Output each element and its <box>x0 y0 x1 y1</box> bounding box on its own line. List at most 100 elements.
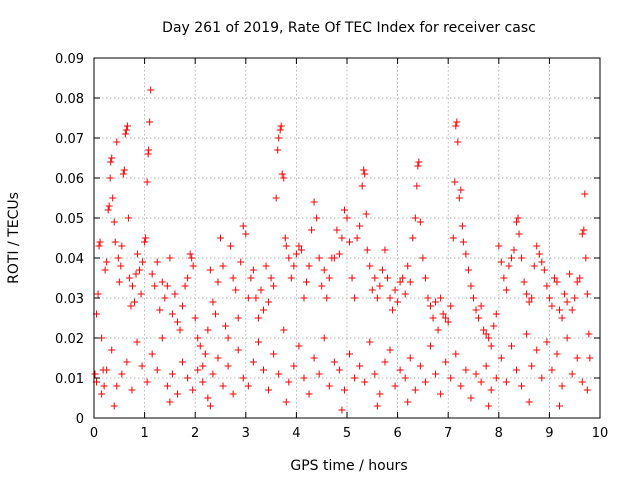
data-point <box>540 266 548 274</box>
data-point <box>201 350 209 358</box>
data-point <box>234 346 242 354</box>
data-point <box>118 370 126 378</box>
data-point <box>561 290 569 298</box>
data-point <box>127 302 135 310</box>
x-ticks: 0 1 2 3 4 5 6 7 8 9 10 <box>90 58 608 441</box>
data-point <box>429 314 437 322</box>
data-point <box>171 290 179 298</box>
data-point <box>421 274 429 282</box>
data-point <box>348 274 356 282</box>
data-point <box>477 302 485 310</box>
data-point <box>158 278 166 286</box>
data-point <box>194 366 202 374</box>
data-point <box>141 238 149 246</box>
data-point <box>100 382 108 390</box>
data-point <box>353 234 361 242</box>
data-point <box>462 366 470 374</box>
data-point <box>573 354 581 362</box>
data-point <box>224 334 232 342</box>
x-tick-label: 3 <box>242 426 250 441</box>
data-point <box>447 374 455 382</box>
data-point <box>578 378 586 386</box>
data-point <box>451 178 459 186</box>
data-point <box>265 386 273 394</box>
data-point <box>505 262 513 270</box>
data-point <box>453 118 461 126</box>
data-point <box>556 402 564 410</box>
data-point <box>360 166 368 174</box>
data-point <box>442 314 450 322</box>
data-point <box>401 374 409 382</box>
data-point <box>94 290 102 298</box>
data-point <box>115 278 123 286</box>
data-point <box>525 398 533 406</box>
data-point <box>158 334 166 342</box>
data-point <box>153 258 161 266</box>
data-point <box>439 310 447 318</box>
data-point <box>434 326 442 334</box>
data-point <box>204 394 212 402</box>
x-tick-label: 8 <box>495 426 503 441</box>
data-point <box>394 298 402 306</box>
data-point <box>556 306 564 314</box>
data-point <box>163 282 171 290</box>
data-point <box>404 262 412 270</box>
data-point <box>467 394 475 402</box>
data-point <box>475 314 483 322</box>
data-point <box>275 134 283 142</box>
data-point <box>122 126 130 134</box>
data-point <box>568 306 576 314</box>
data-point <box>485 402 493 410</box>
data-point <box>123 122 131 130</box>
x-tick-label: 4 <box>292 426 300 441</box>
data-point <box>325 382 333 390</box>
data-point <box>260 366 268 374</box>
data-point <box>495 242 503 250</box>
data-point <box>563 298 571 306</box>
data-point <box>282 242 290 250</box>
data-point <box>308 226 316 234</box>
data-point <box>492 374 500 382</box>
data-point <box>492 310 500 318</box>
data-point <box>523 330 531 338</box>
data-point <box>222 322 230 330</box>
data-point <box>109 194 117 202</box>
data-point <box>452 350 460 358</box>
data-point <box>333 226 341 234</box>
data-point <box>217 234 224 242</box>
data-point <box>237 258 245 266</box>
data-point <box>580 226 588 234</box>
data-point <box>295 342 303 350</box>
data-point <box>538 258 546 266</box>
data-point <box>361 378 369 386</box>
data-point <box>351 294 359 302</box>
data-point <box>411 214 419 222</box>
data-point <box>114 254 122 262</box>
data-point <box>487 342 495 350</box>
data-point <box>553 350 561 358</box>
data-point <box>338 406 346 414</box>
data-point <box>270 350 278 358</box>
data-point <box>583 386 591 394</box>
data-point <box>406 278 414 286</box>
data-point <box>101 266 109 274</box>
data-point <box>254 314 262 322</box>
data-point <box>356 362 364 370</box>
data-point <box>404 398 412 406</box>
data-point <box>229 390 237 398</box>
data-point <box>543 282 551 290</box>
data-point <box>376 390 384 398</box>
data-point <box>214 278 222 286</box>
data-point <box>528 294 536 302</box>
x-axis-label: GPS time / hours <box>290 458 407 474</box>
data-point <box>247 274 255 282</box>
data-point <box>523 290 531 298</box>
data-point <box>277 122 285 130</box>
data-point <box>105 202 113 210</box>
data-point <box>411 386 419 394</box>
data-point <box>146 118 154 126</box>
data-point <box>338 234 346 242</box>
data-point <box>98 390 106 398</box>
data-point <box>452 122 460 130</box>
data-point <box>432 370 440 378</box>
